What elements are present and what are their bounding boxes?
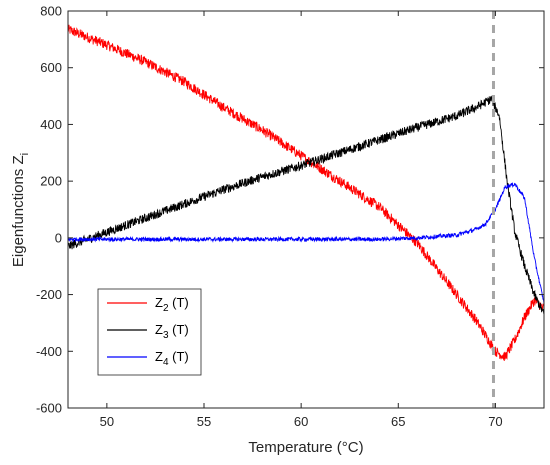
legend-label-z4: Z4 (T)	[155, 349, 189, 368]
x-axis-title: Temperature (°C)	[248, 439, 363, 456]
legend: Z2 (T)Z3 (T)Z4 (T)	[97, 288, 202, 376]
legend-label-suffix: (T)	[169, 349, 189, 364]
x-tick-label: 50	[100, 414, 114, 429]
legend-label-z3: Z3 (T)	[155, 322, 189, 341]
y-tick-label: 0	[55, 230, 62, 245]
y-axis-title-sub: i	[19, 153, 31, 155]
y-tick-label: 200	[40, 174, 62, 189]
x-tick-label: 65	[391, 414, 405, 429]
legend-label-main: Z	[155, 295, 163, 310]
legend-label-main: Z	[155, 322, 163, 337]
y-tick-label: 400	[40, 117, 62, 132]
legend-label-main: Z	[155, 349, 163, 364]
x-tick-label: 60	[294, 414, 308, 429]
y-tick-label: -200	[36, 287, 62, 302]
series-line-z3	[68, 95, 544, 315]
y-tick-label: 800	[40, 4, 62, 19]
ticks-layer: 50 55 60 65 70 -600 -400 -200 0 200 400 600 800	[36, 4, 544, 429]
y-axis-title-main: Eigenfunctions Z	[10, 155, 27, 267]
series-layer	[68, 24, 544, 362]
y-tick-label: -400	[36, 344, 62, 359]
x-tick-label: 55	[197, 414, 211, 429]
series-line-z4	[68, 182, 544, 305]
y-tick-label: 600	[40, 60, 62, 75]
legend-label-suffix: (T)	[169, 295, 189, 310]
legend-label-sub: 2	[163, 303, 169, 314]
legend-label-suffix: (T)	[169, 322, 189, 337]
legend-label-sub: 4	[163, 357, 169, 368]
y-axis-title: Eigenfunctions Zi	[10, 153, 31, 267]
legend-label-z2: Z2 (T)	[155, 295, 189, 314]
x-tick-label: 70	[488, 414, 502, 429]
y-tick-label: -600	[36, 401, 62, 416]
plot-frame	[67, 10, 545, 409]
legend-label-sub: 3	[163, 330, 169, 341]
